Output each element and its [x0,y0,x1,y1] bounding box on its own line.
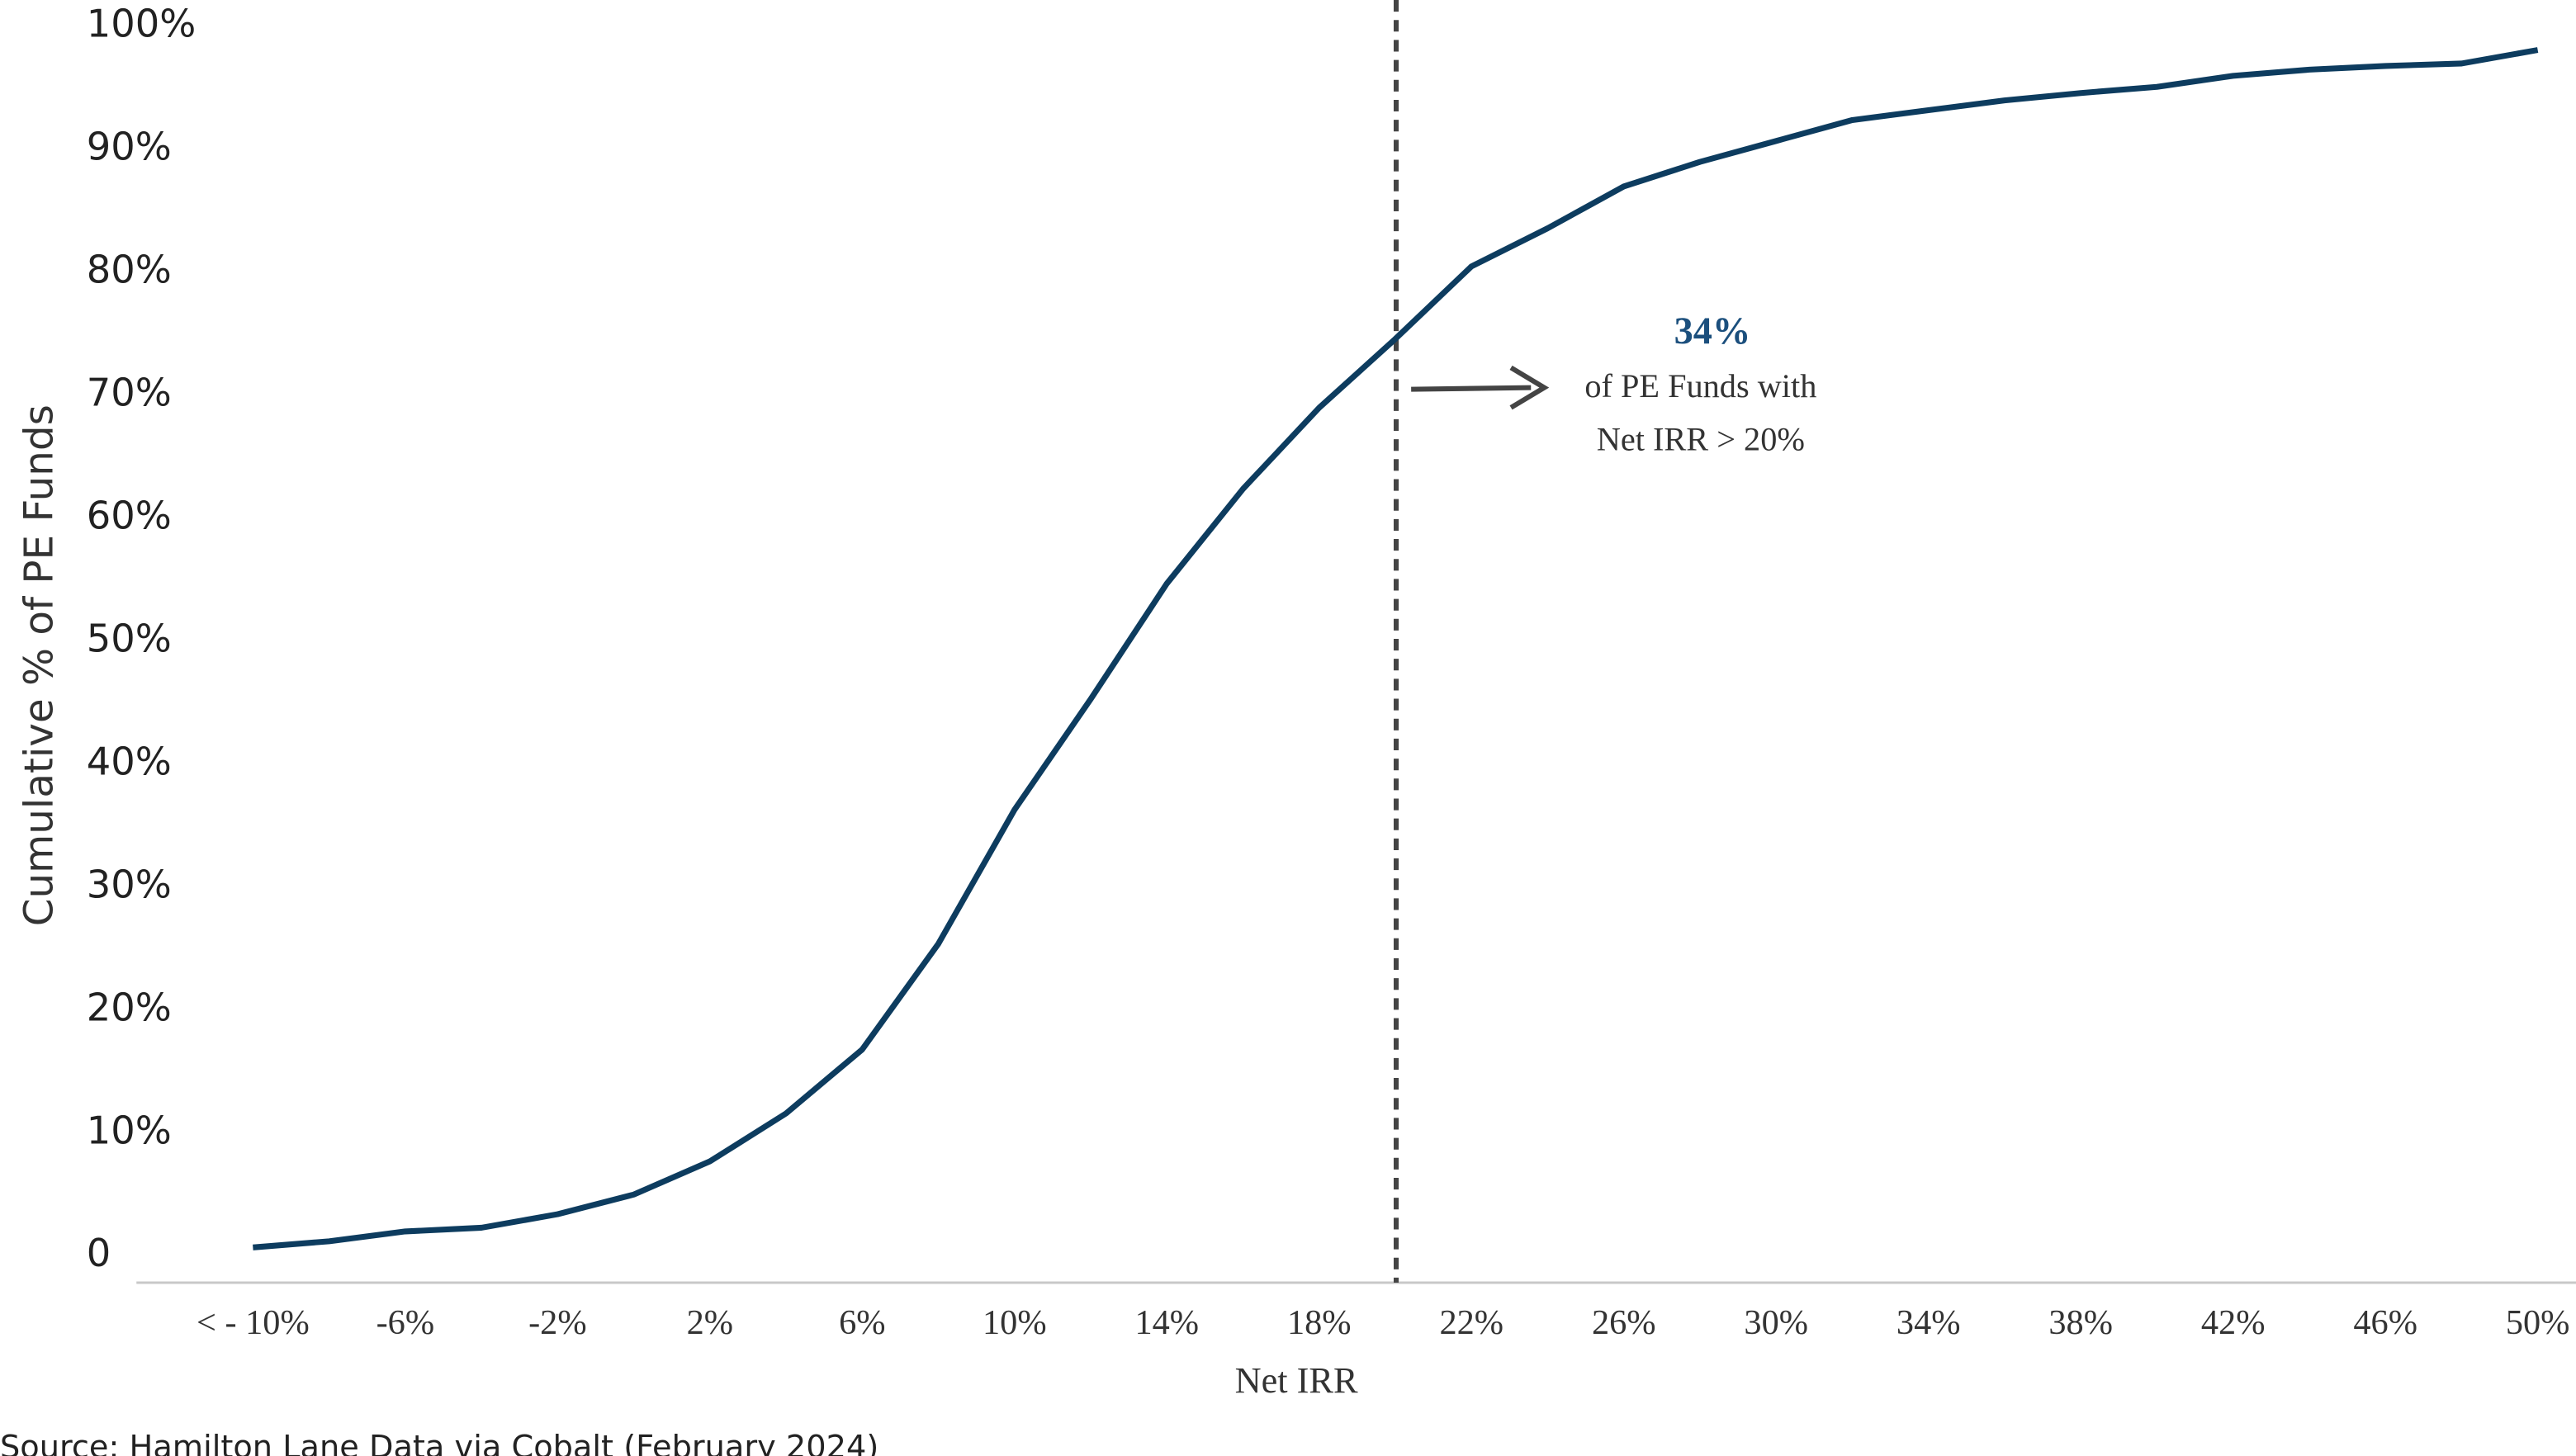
x-tick-label: 34% [1896,1303,1961,1342]
x-tick-label: 38% [2048,1303,2113,1342]
y-tick-label: 50% [87,616,172,660]
x-tick-label: 42% [2201,1303,2266,1342]
x-tick-label: -6% [376,1303,435,1342]
annotation-text: Net IRR > 20% [1597,420,1805,457]
y-tick-label: 90% [87,125,172,169]
x-tick-label: 26% [1592,1303,1656,1342]
x-tick-label: 50% [2506,1303,2570,1342]
y-tick-label: 70% [87,371,172,415]
y-tick-label: 0 [87,1231,111,1275]
data-line [253,47,2539,1250]
annotation-value: 34% [1674,310,1751,352]
annotation-arrow [1411,385,1532,392]
annotation-arrowhead [1509,365,1550,410]
x-tick-label: 10% [983,1303,1047,1342]
y-tick-label: 80% [87,248,172,292]
x-tick-label: 2% [687,1303,733,1342]
annotation-text: of PE Funds with [1584,367,1816,404]
y-tick-label: 40% [87,739,172,783]
x-tick-label: 22% [1439,1303,1503,1342]
y-tick-label: 30% [87,862,172,906]
x-tick-label: 14% [1134,1303,1199,1342]
y-tick-label: 20% [87,985,172,1029]
y-tick-label: 100% [87,2,197,46]
x-tick-label: 18% [1287,1303,1352,1342]
x-tick-label: 30% [1744,1303,1808,1342]
y-tick-label: 60% [87,494,172,538]
y-axis-title: Cumulative % of PE Funds [16,404,62,926]
y-tick-label: 10% [87,1108,172,1152]
x-tick-label: -2% [528,1303,587,1342]
x-tick-label: < - 10% [197,1303,310,1342]
x-axis-title: Net IRR [1235,1359,1358,1401]
x-tick-label: 6% [839,1303,885,1342]
source-note: Source: Hamilton Lane Data via Cobalt (F… [0,1429,878,1456]
x-tick-label: 46% [2353,1303,2417,1342]
